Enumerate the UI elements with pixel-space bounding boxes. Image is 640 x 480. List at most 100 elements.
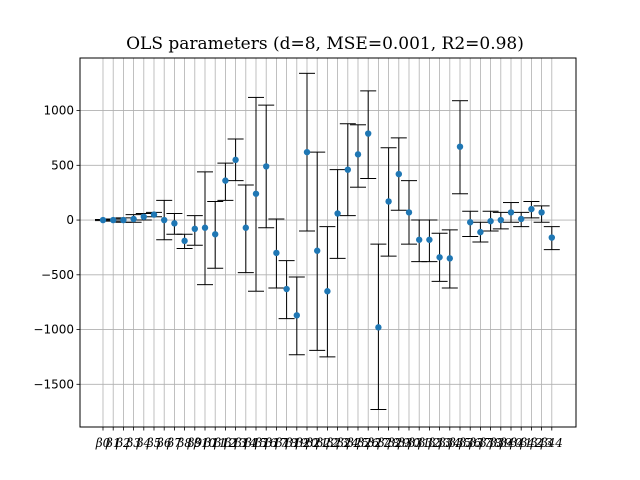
x-tick-label: β4 [136, 436, 152, 450]
x-tick-label: β1 [105, 436, 121, 450]
data-point [140, 213, 147, 220]
data-point [293, 312, 300, 319]
data-point [365, 130, 372, 137]
data-point [130, 215, 137, 223]
grid-lines [80, 58, 576, 427]
x-tick-label: β15 [244, 436, 267, 450]
x-tick-label: β29 [387, 436, 411, 450]
y-tick-label: −500 [41, 268, 74, 282]
y-tick-label: −1500 [33, 377, 74, 391]
data-point [446, 255, 453, 262]
x-tick-label: β42 [519, 436, 542, 450]
y-tick-label: 1000 [43, 104, 74, 118]
x-tick-label: β8 [176, 436, 192, 450]
data-point [161, 216, 168, 224]
x-tick-label: β38 [478, 436, 502, 450]
data-point [477, 228, 484, 236]
x-tick-label: β9 [187, 436, 203, 450]
data-point [263, 163, 270, 170]
x-tick-label: β21 [305, 436, 328, 450]
data-point [232, 156, 239, 164]
data-point [273, 249, 280, 257]
data-point [385, 198, 392, 205]
x-tick-label: β44 [540, 436, 563, 450]
x-tick-label: β5 [146, 436, 162, 450]
y-axis-ticks: −1500 −1000 −500 0 500 1000 [33, 104, 80, 391]
x-tick-label: β18 [274, 436, 298, 450]
y-tick-label: 500 [51, 158, 74, 172]
x-tick-label: β22 [315, 436, 338, 450]
data-point [283, 285, 290, 293]
x-tick-label: β17 [264, 436, 288, 450]
x-tick-label: β26 [356, 436, 380, 450]
y-tick-label: 0 [66, 213, 74, 227]
data-point [110, 216, 117, 224]
x-tick-label: β27 [366, 436, 390, 450]
x-tick-label: β35 [448, 436, 471, 450]
x-tick-label: β2 [115, 436, 131, 450]
x-tick-label: β19 [285, 436, 309, 450]
x-tick-label: β11 [203, 436, 226, 450]
data-point [395, 170, 402, 178]
data-point [181, 237, 188, 245]
x-tick-label: β43 [529, 436, 553, 450]
data-point [344, 166, 351, 173]
data-point [548, 234, 555, 241]
x-tick-label: β3 [125, 436, 141, 450]
x-tick-label: β28 [376, 436, 400, 450]
x-tick-label: β7 [166, 436, 182, 450]
data-point [497, 216, 504, 224]
x-tick-label: β39 [489, 436, 513, 450]
x-tick-label: β14 [234, 436, 257, 450]
x-tick-label: β23 [325, 436, 349, 450]
data-point [528, 205, 535, 213]
x-tick-label: β31 [407, 436, 430, 450]
data-point [201, 224, 209, 231]
x-tick-label: β36 [458, 436, 482, 450]
data-point [416, 236, 423, 243]
y-tick-label: −1000 [33, 323, 74, 337]
data-point [303, 148, 311, 156]
chart-title: OLS parameters (d=8, MSE=0.001, R2=0.98) [126, 34, 524, 54]
data-point [487, 217, 494, 225]
x-tick-label: β16 [254, 436, 278, 450]
data-point [518, 215, 525, 223]
x-tick-label: β32 [417, 436, 440, 450]
x-tick-label: β13 [223, 436, 247, 450]
x-tick-label: β33 [427, 436, 451, 450]
x-tick-label: β30 [397, 436, 421, 450]
data-points [99, 130, 555, 331]
x-tick-label: β10 [193, 436, 217, 450]
data-point [212, 231, 219, 238]
data-point [324, 288, 331, 295]
data-point [538, 209, 545, 216]
data-point [150, 211, 158, 218]
x-tick-label: β12 [213, 436, 236, 450]
x-tick-label: β24 [336, 436, 359, 450]
data-point [191, 225, 198, 233]
data-point [222, 177, 229, 184]
x-tick-label: β41 [509, 436, 532, 450]
data-point [99, 216, 107, 224]
data-point [334, 210, 341, 217]
data-point [314, 247, 321, 254]
data-point [242, 224, 249, 231]
data-point [171, 220, 178, 227]
x-tick-label: β37 [468, 436, 492, 450]
data-point [456, 143, 464, 150]
plot-frame [79, 57, 577, 428]
data-point [354, 151, 362, 158]
x-tick-label: β40 [499, 436, 523, 450]
data-point [436, 254, 443, 261]
x-tick-label: β0 [95, 436, 111, 450]
x-tick-label: β6 [156, 436, 172, 450]
x-axis-ticks: β0β1β2β3β4β5β6β7β8β9β10β11β12β13β14β15β1… [95, 427, 563, 450]
data-point [252, 190, 260, 197]
x-tick-label: β25 [346, 436, 369, 450]
x-tick-label: β34 [438, 436, 461, 450]
data-point [467, 219, 474, 226]
data-point [405, 209, 413, 216]
data-point [375, 324, 382, 331]
data-point [120, 216, 127, 224]
